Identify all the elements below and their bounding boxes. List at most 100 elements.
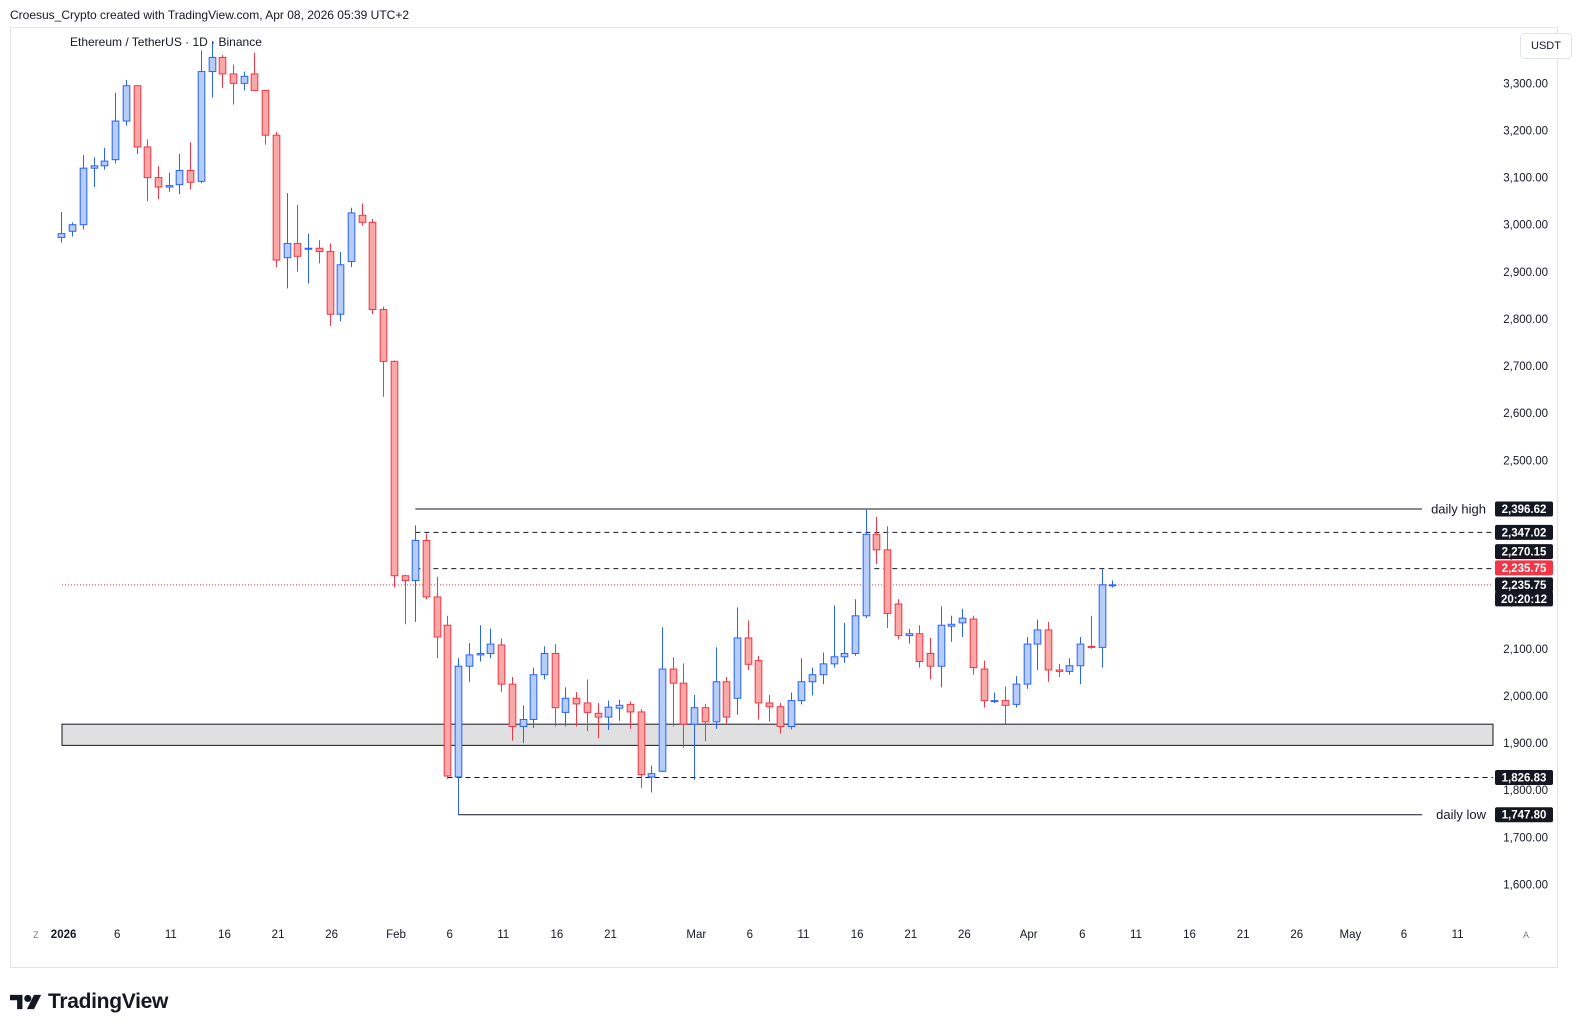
candle[interactable] [433,576,442,659]
candle[interactable] [476,625,485,662]
candle[interactable] [840,622,849,663]
candle[interactable] [57,211,66,243]
candle[interactable] [647,765,656,793]
candle[interactable] [411,525,420,622]
candle[interactable] [583,679,592,732]
candle[interactable] [872,516,881,564]
candle[interactable] [529,667,538,728]
candle[interactable] [68,222,77,237]
candle[interactable] [626,701,635,729]
candle[interactable] [701,703,710,742]
candle[interactable] [797,658,806,705]
candle[interactable] [1023,636,1032,689]
symbol-title[interactable]: Ethereum / TetherUS · 1D · Binance [70,35,262,49]
candle[interactable] [122,80,131,126]
candle[interactable] [594,702,603,739]
candle[interactable] [79,154,88,230]
candle[interactable] [229,64,238,105]
candle[interactable] [326,243,335,327]
candle[interactable] [336,252,345,322]
candle[interactable] [604,700,613,730]
tradingview-brand[interactable]: TradingView [10,990,168,1014]
candle[interactable] [379,306,388,397]
candle[interactable] [1098,568,1107,668]
candle[interactable] [465,643,474,682]
candle[interactable] [1055,663,1064,678]
candle[interactable] [486,628,495,659]
candle[interactable] [969,615,978,675]
candle[interactable] [862,508,871,619]
candle[interactable] [240,71,249,91]
candle[interactable] [679,663,688,748]
candle[interactable] [561,687,570,727]
candle[interactable] [175,154,184,195]
candle[interactable] [754,655,763,720]
candle[interactable] [519,705,528,744]
candle[interactable] [186,142,195,190]
timezone-z-button[interactable]: Z [33,930,39,940]
candle[interactable] [100,147,109,170]
candle[interactable] [894,599,903,640]
candle[interactable] [422,533,431,600]
candle[interactable] [347,207,356,268]
candle[interactable] [390,360,399,588]
candle[interactable] [690,694,699,780]
candle[interactable] [497,638,506,693]
candle[interactable] [658,627,667,773]
candle[interactable] [368,219,377,315]
candle[interactable] [111,92,120,164]
candle[interactable] [315,240,324,264]
candle[interactable] [1001,686,1010,725]
candle[interactable] [283,193,292,289]
candle[interactable] [154,166,163,200]
candle[interactable] [443,615,452,779]
candle[interactable] [883,526,892,629]
candle[interactable] [615,699,624,721]
candle[interactable] [947,615,956,642]
candle[interactable] [508,677,517,741]
candle[interactable] [197,50,206,184]
candle[interactable] [401,574,410,625]
candle[interactable] [819,652,828,685]
candle[interactable] [572,692,581,727]
candle[interactable] [776,702,785,734]
auto-scale-a-button[interactable]: A [1523,930,1529,940]
candle[interactable] [551,644,560,727]
candle[interactable] [722,677,731,724]
candle[interactable] [272,131,281,268]
candle[interactable] [937,606,946,688]
candle[interactable] [744,620,753,670]
candle[interactable] [905,628,914,644]
candle[interactable] [250,52,259,91]
candle[interactable] [1108,580,1117,588]
candle[interactable] [765,694,774,722]
candle[interactable] [926,637,935,680]
candle[interactable] [454,658,463,815]
candle[interactable] [990,692,999,703]
candle[interactable] [830,605,839,668]
candle[interactable] [808,667,817,696]
candle[interactable] [1044,621,1053,682]
candle[interactable] [733,607,742,715]
candle[interactable] [358,203,367,226]
candle[interactable] [540,646,549,680]
candle[interactable] [1033,619,1042,670]
candle[interactable] [980,660,989,708]
candle[interactable] [958,608,967,637]
candle[interactable] [1065,658,1074,675]
candle[interactable] [1012,676,1021,708]
candle[interactable] [261,89,270,145]
currency-selector[interactable]: USDT [1520,33,1572,59]
candle[interactable] [133,84,142,155]
candle[interactable] [143,139,152,202]
candle[interactable] [208,40,217,98]
candle[interactable] [304,233,313,284]
candle[interactable] [1076,636,1085,685]
candle[interactable] [218,55,227,89]
candle[interactable] [787,692,796,730]
candle[interactable] [712,647,721,729]
candle[interactable] [915,625,924,668]
candle[interactable] [1087,615,1096,649]
candle[interactable] [851,599,860,656]
